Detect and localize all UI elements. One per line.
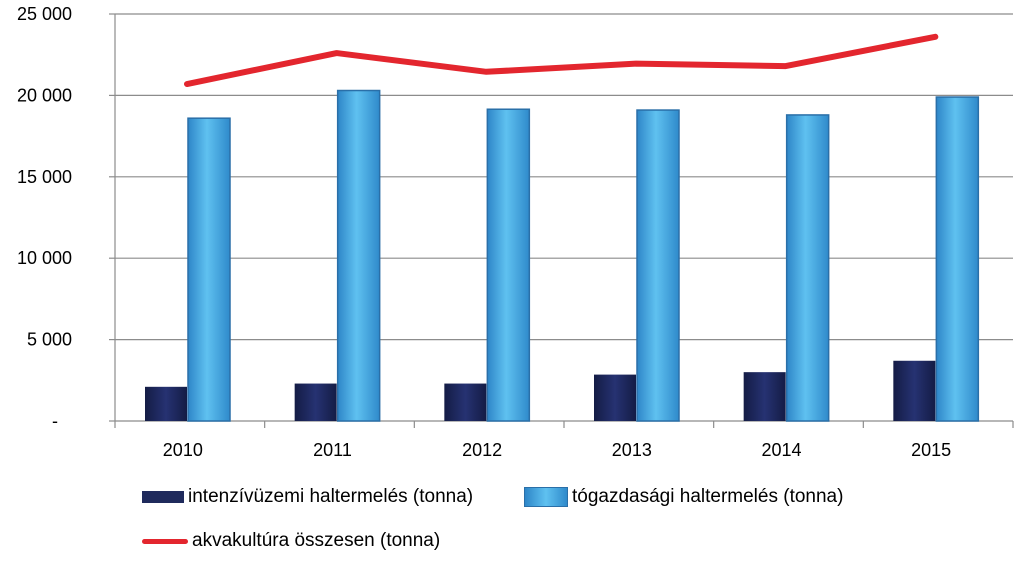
bars: [145, 89, 980, 422]
bar-intenziv: [145, 386, 187, 421]
y-tick-label: 5 000: [27, 330, 72, 350]
bar-intenziv: [743, 372, 786, 421]
bar-intenziv: [893, 360, 936, 421]
y-tick-label: -: [52, 411, 58, 431]
bar-togazdasagi: [486, 108, 531, 422]
bar-togazdasagi: [785, 114, 830, 422]
tick-labels: - 5 000 10 000 15 000 20 000 25 000 2010 2011 20…: [17, 4, 951, 460]
bar-togazdasagi: [636, 109, 680, 422]
bar-intenziv: [594, 374, 636, 421]
x-tick-label: 2014: [761, 440, 801, 460]
x-tick-label: 2013: [612, 440, 652, 460]
x-tick-label: 2012: [462, 440, 502, 460]
x-tick-label: 2015: [911, 440, 951, 460]
y-tick-label: 25 000: [17, 4, 72, 24]
bar-togazdasagi: [336, 89, 381, 422]
y-tick-label: 15 000: [17, 167, 72, 187]
bar-intenziv: [294, 383, 337, 421]
gridlines: [115, 13, 1013, 341]
bar-intenziv: [444, 383, 487, 421]
axes: [109, 13, 1014, 428]
line-akvakultura: [184, 33, 939, 88]
bar-togazdasagi: [935, 96, 980, 422]
total-line: [184, 33, 939, 88]
y-tick-label: 20 000: [17, 85, 72, 105]
y-tick-label: 10 000: [17, 248, 72, 268]
x-tick-label: 2011: [313, 440, 352, 460]
x-tick-label: 2010: [163, 440, 203, 460]
bar-togazdasagi: [187, 117, 231, 422]
